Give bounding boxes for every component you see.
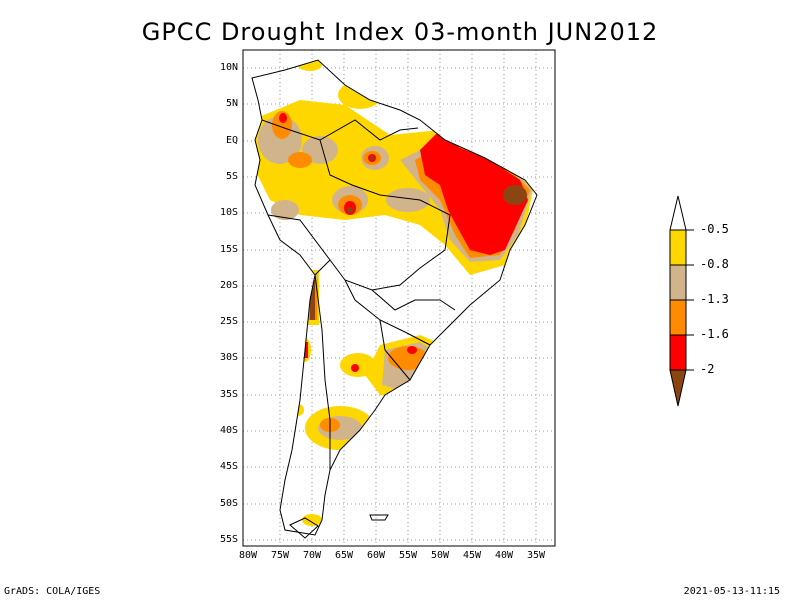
lon-label: 40W bbox=[494, 550, 514, 561]
lat-label: 45S bbox=[219, 461, 238, 472]
lat-label: 40S bbox=[219, 425, 238, 436]
coastline bbox=[251, 59, 538, 539]
lat-label: 5S bbox=[225, 171, 238, 182]
lon-label: 60W bbox=[366, 550, 386, 561]
lon-label: 70W bbox=[302, 550, 322, 561]
lat-label: 20S bbox=[219, 280, 238, 291]
lat-label: 25S bbox=[219, 316, 238, 327]
lon-label: 65W bbox=[334, 550, 354, 561]
lon-label: 55W bbox=[398, 550, 418, 561]
drought-fields bbox=[252, 60, 535, 526]
map-frame bbox=[242, 49, 556, 547]
lat-label: EQ bbox=[225, 135, 238, 146]
map-title: GPCC Drought Index 03-month JUN2012 bbox=[141, 18, 659, 46]
lat-label: 10S bbox=[219, 207, 238, 218]
colorbar-label: -2 bbox=[700, 362, 715, 376]
credit-text: GrADS: COLA/IGES bbox=[4, 586, 101, 597]
lat-label: 55S bbox=[219, 534, 238, 545]
colorbar-label: -0.8 bbox=[700, 257, 729, 271]
colorbar-label: -0.5 bbox=[700, 222, 729, 236]
lat-label: 15S bbox=[219, 244, 238, 255]
lon-label: 75W bbox=[270, 550, 290, 561]
lat-label: 35S bbox=[219, 389, 238, 400]
colorbar bbox=[669, 195, 694, 407]
lon-label: 50W bbox=[430, 550, 450, 561]
lon-label: 80W bbox=[238, 550, 258, 561]
lat-label: 30S bbox=[219, 352, 238, 363]
colorbar-label: -1.3 bbox=[700, 292, 729, 306]
lon-label: 45W bbox=[462, 550, 482, 561]
lon-label: 35W bbox=[526, 550, 546, 561]
lat-label: 50S bbox=[219, 498, 238, 509]
lat-label: 10N bbox=[219, 62, 238, 73]
colorbar-label: -1.6 bbox=[700, 327, 729, 341]
timestamp: 2021-05-13-11:15 bbox=[683, 586, 780, 597]
lat-label: 5N bbox=[225, 98, 238, 109]
